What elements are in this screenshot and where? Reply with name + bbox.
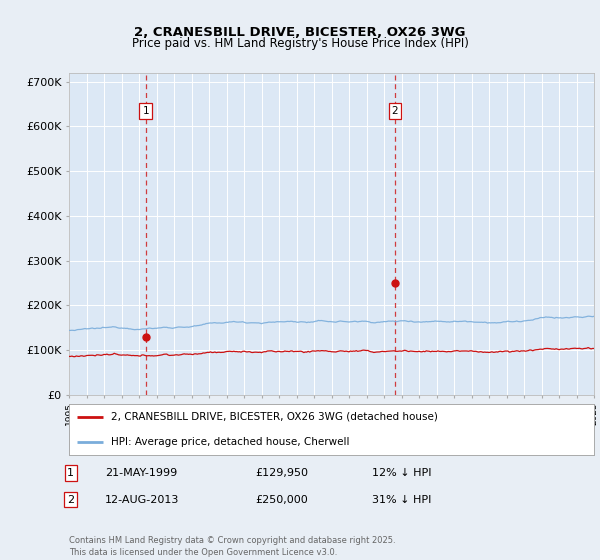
Text: £250,000: £250,000: [255, 494, 308, 505]
Text: 1: 1: [142, 106, 149, 116]
Text: Contains HM Land Registry data © Crown copyright and database right 2025.
This d: Contains HM Land Registry data © Crown c…: [69, 536, 395, 557]
Text: 2, CRANESBILL DRIVE, BICESTER, OX26 3WG (detached house): 2, CRANESBILL DRIVE, BICESTER, OX26 3WG …: [111, 412, 438, 422]
Text: 2, CRANESBILL DRIVE, BICESTER, OX26 3WG: 2, CRANESBILL DRIVE, BICESTER, OX26 3WG: [134, 26, 466, 39]
Text: 1: 1: [67, 468, 74, 478]
Text: 21-MAY-1999: 21-MAY-1999: [105, 468, 177, 478]
Text: 12-AUG-2013: 12-AUG-2013: [105, 494, 179, 505]
Text: HPI: Average price, detached house, Cherwell: HPI: Average price, detached house, Cher…: [111, 437, 349, 447]
Text: 2: 2: [392, 106, 398, 116]
Text: £129,950: £129,950: [255, 468, 308, 478]
Text: Price paid vs. HM Land Registry's House Price Index (HPI): Price paid vs. HM Land Registry's House …: [131, 37, 469, 50]
Text: 31% ↓ HPI: 31% ↓ HPI: [372, 494, 431, 505]
Text: 12% ↓ HPI: 12% ↓ HPI: [372, 468, 431, 478]
Text: 2: 2: [67, 494, 74, 505]
